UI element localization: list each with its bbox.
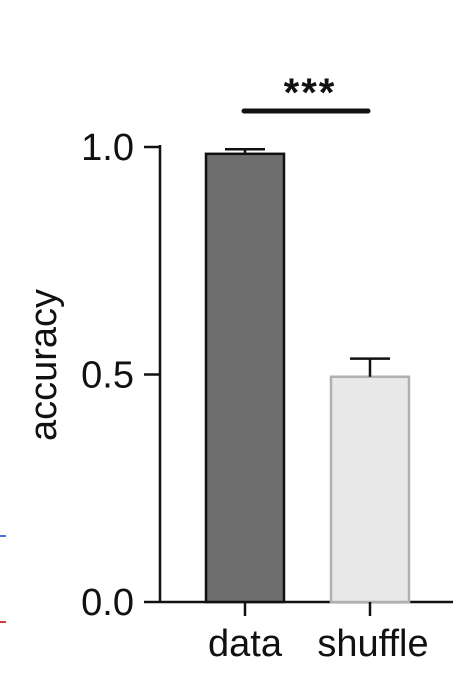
x-tick-label-data: data <box>208 623 283 665</box>
y-tick-label: 1.0 <box>81 127 134 169</box>
x-tick-label-shuffle: shuffle <box>317 623 428 665</box>
y-tick-label: 0.5 <box>81 355 134 397</box>
y-ticks <box>144 145 160 604</box>
y-axis-label: accuracy <box>23 289 65 441</box>
bar-shuffle <box>329 375 411 604</box>
y-tick-label: 0.0 <box>81 582 134 624</box>
bar-data <box>204 152 286 604</box>
y-tick-labels: 0.0 0.5 1.0 <box>81 127 134 624</box>
significance-label: *** <box>284 71 337 115</box>
x-tick-labels: data shuffle <box>208 623 429 665</box>
bars <box>204 148 411 616</box>
